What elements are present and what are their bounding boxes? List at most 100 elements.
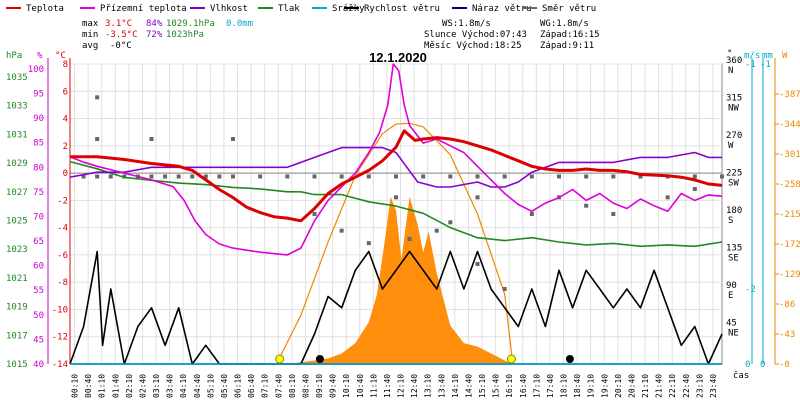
wind-dir-point — [475, 174, 480, 179]
wind-dir-point — [692, 174, 697, 179]
y-tick-humidity_pct: 90 — [33, 114, 44, 124]
y-tick-solar: -258 — [779, 180, 800, 190]
series-temp — [70, 129, 723, 223]
wind-dir-point — [407, 237, 412, 241]
y-tick-temperature_C: 4 — [63, 115, 68, 125]
x-tick-label: 21:40 — [655, 374, 664, 398]
x-tick-label: 12:10 — [397, 374, 406, 398]
wind-dir-point — [190, 174, 195, 179]
wind-dir-point — [122, 174, 127, 179]
x-tick-label: 02:40 — [138, 374, 147, 398]
y-tick-dir-name: NE — [728, 329, 739, 339]
x-tick-label: 07:40 — [274, 374, 283, 398]
y-tick-humidity_pct: 45 — [33, 335, 44, 345]
x-tick-label: 02:10 — [125, 374, 134, 398]
legend-label-5: Rychlost větru — [364, 4, 440, 14]
y-tick-dir: 225 — [726, 169, 742, 179]
x-tick-label: 10:40 — [356, 374, 365, 398]
y-tick-humidity_pct: 80 — [33, 163, 44, 173]
wind-dir-point — [231, 174, 235, 179]
avg-label: avg — [82, 41, 98, 51]
y-tick-dir: 135 — [726, 244, 742, 254]
x-tick-label: 23:40 — [709, 374, 718, 398]
y-tick-solar: -172 — [779, 240, 800, 250]
wind-dir-point — [312, 174, 317, 179]
y-tick-ms: 0 — [745, 360, 750, 370]
x-tick-label: 19:40 — [600, 374, 609, 398]
moon-rise: Měsíc Východ:18:25 — [424, 41, 522, 51]
wind-dir-point — [665, 195, 670, 200]
y-tick-dir: 270 — [726, 131, 742, 141]
x-tick-label: 09:10 — [315, 374, 324, 398]
wind-dir-point — [312, 212, 317, 216]
y-tick-temperature_C: -4 — [57, 224, 68, 234]
x-tick-label: 11:40 — [383, 374, 392, 398]
max-temp: 3.1°C — [105, 19, 132, 29]
wind-dir-point — [475, 262, 480, 266]
series-press — [69, 160, 723, 248]
y-tick-humidity_pct: 85 — [33, 139, 44, 149]
y-tick-mm: 0 — [760, 360, 765, 370]
wind-dir-point — [366, 241, 371, 246]
unit-hpa: hPa — [6, 51, 22, 61]
chart-title: 12.1.2020 — [369, 50, 427, 65]
y-tick-solar: -301 — [779, 150, 800, 160]
x-tick-label: 03:40 — [166, 374, 175, 398]
wind-dir-point — [502, 287, 507, 291]
y-tick-humidity_pct: 95 — [33, 90, 44, 100]
time-axis-label: čas — [733, 370, 749, 381]
x-tick-label: 16:40 — [519, 374, 528, 398]
unit-degc: °C — [55, 51, 66, 61]
x-tick-label: 04:10 — [179, 374, 188, 398]
wind-dir-point — [584, 203, 589, 208]
wind-dir-point — [366, 174, 371, 179]
x-tick-label: 15:40 — [492, 374, 501, 398]
y-tick-dir-name: N — [728, 66, 733, 76]
wind-dir-point — [231, 137, 235, 141]
unit-pct: % — [37, 51, 43, 61]
y-tick-ms: -1 — [745, 60, 756, 70]
x-tick-label: 16:10 — [505, 374, 514, 398]
y-tick-pressure_hPa: 1023 — [6, 245, 28, 255]
x-tick-label: 10:10 — [342, 374, 351, 398]
wind-dir-point — [557, 174, 561, 179]
y-tick-dir: 360 — [726, 56, 742, 66]
info-block: WS:1.8m/s WG:1.8m/s Slunce Východ:07:43 … — [424, 19, 600, 51]
y-tick-temperature_C: -14 — [52, 360, 68, 370]
y-tick-dir-name: E — [728, 291, 733, 301]
avg-temp: -0°C — [110, 41, 132, 51]
wind-dir-point — [258, 174, 263, 179]
unit-w: W — [782, 51, 788, 61]
wind-dir-point — [95, 174, 100, 179]
y-tick-pressure_hPa: 1033 — [6, 102, 28, 112]
x-tick-label: 08:10 — [288, 374, 297, 398]
x-tick-label: 13:40 — [437, 374, 446, 398]
y-tick-pressure_hPa: 1021 — [6, 274, 28, 284]
wind-dir-point — [108, 174, 113, 179]
sun-rise: Slunce Východ:07:43 — [424, 30, 527, 40]
y-tick-solar: -43 — [779, 330, 795, 340]
wind-dir-point — [217, 174, 222, 179]
series-wind — [69, 250, 723, 365]
x-tick-label: 12:40 — [410, 374, 419, 398]
x-tick-label: 09:40 — [329, 374, 338, 398]
y-tick-temperature_C: 0 — [63, 169, 68, 179]
wind-dir-point — [339, 174, 344, 179]
sunrise-marker — [275, 354, 285, 364]
y-tick-pressure_hPa: 1017 — [6, 331, 28, 341]
x-tick-label: 06:40 — [247, 374, 256, 398]
wind-dir-point — [475, 195, 480, 200]
y-tick-pressure_hPa: 1027 — [6, 188, 28, 198]
legend-label-7: Směr větru — [542, 4, 596, 14]
x-tick-label: 14:10 — [451, 374, 460, 398]
plot-area: 00:10 00:40 01:10 01:40 02:10 02:40 03:10 03:40… — [6, 56, 800, 398]
wind-dir-point — [394, 174, 398, 179]
x-tick-label: 23:10 — [695, 374, 704, 398]
y-tick-solar: -0 — [779, 360, 790, 370]
legend-label-1: Přízemní teplota — [100, 4, 187, 14]
wind-dir-point — [149, 174, 154, 179]
y-tick-dir-name: SW — [728, 179, 739, 189]
y-tick-pressure_hPa: 1029 — [6, 159, 28, 169]
series-ground — [69, 63, 723, 256]
x-tick-label: 17:40 — [546, 374, 555, 398]
